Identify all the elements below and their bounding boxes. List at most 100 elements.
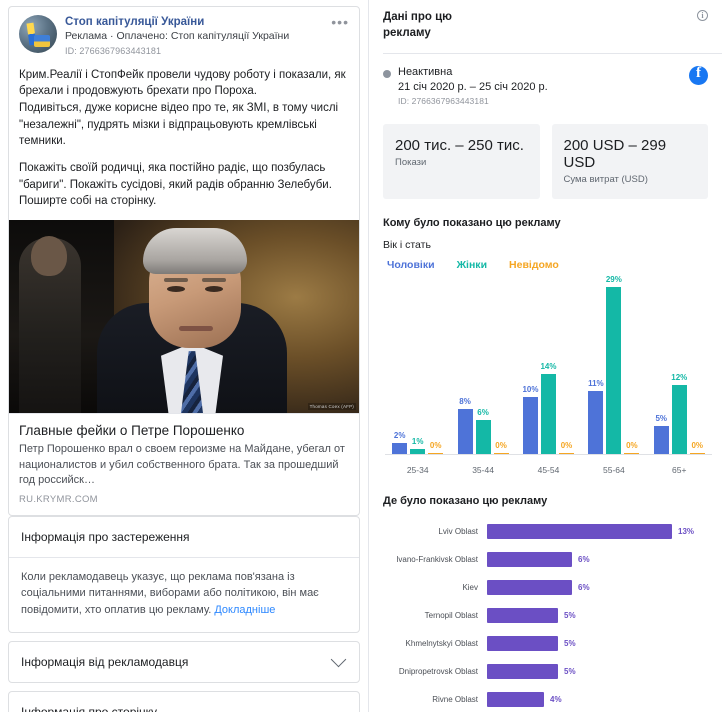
photo-eye-left xyxy=(167,286,185,293)
location-label: Khmelnytskyi Oblast xyxy=(405,638,478,648)
bar[interactable]: 29% xyxy=(606,275,622,456)
location-row: Lviv Oblast 13% xyxy=(383,517,708,545)
x-axis-label: 55-64 xyxy=(602,465,625,476)
age-gender-chart: 2% 1% 0% 8% 6% 0% 10% 14% 0% 11% 29% 0% 5% 12% 0% 25-3… xyxy=(385,275,712,477)
status-badge: Неактивна xyxy=(398,66,453,79)
bar-value-label: 0% xyxy=(560,441,573,451)
audience-heading: Кому було показано цю рекламу xyxy=(383,217,561,230)
bar-value-label: 1% xyxy=(411,437,424,447)
chevron-down-icon[interactable] xyxy=(330,652,347,668)
photo-credit: Thomas Coex (AFP) xyxy=(307,403,356,411)
spend-value: 200 USD – 299 USD xyxy=(563,137,667,172)
location-bar[interactable] xyxy=(487,635,558,651)
bar[interactable]: 12% xyxy=(671,373,687,456)
advertiser-info-title: Інформація від рекламодавця xyxy=(21,655,189,670)
photo-background-person-head xyxy=(31,236,67,277)
x-axis-label: 25-34 xyxy=(406,465,429,476)
photo-eye-right xyxy=(205,286,223,293)
bar-value-label: 10% xyxy=(522,385,539,395)
ad-paragraph-1: Крим.Реалії і СтопФейк провели чудову ро… xyxy=(19,68,346,148)
bar-value-label: 29% xyxy=(605,275,622,285)
bar[interactable]: 10% xyxy=(522,385,538,456)
location-bar[interactable] xyxy=(487,663,558,679)
bar-value-label: 8% xyxy=(459,397,471,407)
bar[interactable]: 8% xyxy=(457,397,473,456)
bar-value-label: 11% xyxy=(588,379,604,389)
page-avatar xyxy=(19,15,57,53)
bar-value-label: 2% xyxy=(393,431,406,441)
location-heading: Де було показано цю рекламу xyxy=(383,495,548,508)
bar[interactable]: 5% xyxy=(653,414,669,456)
ad-photo[interactable]: Thomas Coex (AFP) xyxy=(9,220,359,414)
bar[interactable]: 14% xyxy=(540,362,556,456)
bar[interactable]: 1% xyxy=(410,437,426,456)
location-label: Ivano-Frankivsk Oblast xyxy=(396,554,478,564)
age-gender-label: Вік і стать xyxy=(383,239,431,252)
location-bar[interactable] xyxy=(487,551,572,567)
legend-item-0[interactable]: Чоловіки xyxy=(387,259,435,272)
location-value: 13% xyxy=(678,526,695,536)
disclaimer-body: Коли рекламодавець указує, що реклама по… xyxy=(21,570,319,616)
bar[interactable]: 2% xyxy=(392,431,408,456)
ad-id: ID: 2766367963443181 xyxy=(398,96,489,107)
info-icon[interactable]: i xyxy=(697,10,708,21)
location-bar[interactable] xyxy=(487,607,558,623)
page-name-link[interactable]: Стоп капітуляції України xyxy=(65,16,205,28)
sponsor-line: Реклама · Оплачено: Стоп капітуляції Укр… xyxy=(65,30,290,43)
bar[interactable]: 11% xyxy=(588,379,604,456)
photo-eyebrow-right xyxy=(202,278,226,283)
link-description: Петр Порошенко врал о своем героизме на … xyxy=(19,443,345,487)
location-bar[interactable] xyxy=(487,691,544,707)
bar-group: 11% 29% 0% xyxy=(584,275,644,456)
location-row: Khmelnytskyi Oblast 5% xyxy=(383,629,708,657)
details-title: Дані про цю рекламу xyxy=(383,11,453,39)
bar-value-label: 14% xyxy=(540,362,557,372)
page-info-card: Інформація про сторінку Стоп капітуляції… xyxy=(8,691,360,712)
location-label: Kiev xyxy=(462,582,478,592)
bar-value-label: 0% xyxy=(429,441,442,451)
advertiser-info-card[interactable]: Інформація від рекламодавця xyxy=(8,641,360,684)
location-chart: Lviv Oblast 13% Ivano-Frankivsk Oblast 6% Ki… xyxy=(383,517,708,712)
location-label: Rivne Oblast xyxy=(432,694,478,704)
ellipsis-icon[interactable]: ••• xyxy=(331,14,349,30)
legend-item-2[interactable]: Невідомо xyxy=(509,259,559,272)
location-value: 5% xyxy=(564,638,576,648)
location-value: 6% xyxy=(578,582,590,592)
chart-axis-line xyxy=(385,454,712,456)
spend-label: Сума витрат (USD) xyxy=(563,174,648,186)
spend-stat: 200 USD – 299 USD Сума витрат (USD) xyxy=(551,124,708,200)
impressions-stat: 200 тис. – 250 тис. Покази xyxy=(383,124,540,200)
x-axis-label: 65+ xyxy=(672,465,687,476)
divider xyxy=(383,53,722,55)
ad-link-preview[interactable]: Главные фейки о Петре Порошенко Петр Пор… xyxy=(9,413,359,515)
ad-paragraph-2: Покажіть своїй родичці, яка постійно рад… xyxy=(19,162,332,208)
location-bar[interactable] xyxy=(487,523,672,539)
page-info-title: Інформація про сторінку xyxy=(9,692,359,712)
location-value: 4% xyxy=(550,694,562,704)
location-label: Lviv Oblast xyxy=(438,526,478,536)
location-row: Rivne Oblast 4% xyxy=(383,685,708,712)
photo-mouth xyxy=(179,326,213,332)
location-value: 5% xyxy=(564,666,576,676)
photo-hair xyxy=(143,228,247,275)
ad-creative-card: Стоп капітуляції України Реклама · Оплач… xyxy=(8,6,360,516)
metrics-row: 200 тис. – 250 тис. Покази 200 USD – 299… xyxy=(369,120,722,200)
ad-status-row: Неактивна 21 січ 2020 р. – 25 січ 2020 р… xyxy=(369,54,722,120)
bar-value-label: 6% xyxy=(477,408,489,418)
link-title: Главные фейки о Петре Порошенко xyxy=(19,423,245,439)
disclaimer-card: Інформація про застереження Коли рекламо… xyxy=(8,515,360,634)
bar-value-label: 12% xyxy=(671,373,688,383)
disclaimer-more-link[interactable]: Докладніше xyxy=(214,603,276,616)
impressions-value: 200 тис. – 250 тис. xyxy=(395,137,524,155)
legend-item-1[interactable]: Жінки xyxy=(456,259,488,272)
location-bar[interactable] xyxy=(487,579,572,595)
bar[interactable]: 6% xyxy=(475,408,491,456)
ad-header: Стоп капітуляції України Реклама · Оплач… xyxy=(9,7,359,63)
disclaimer-text: Коли рекламодавець указує, що реклама по… xyxy=(9,558,359,633)
bar-value-label: 0% xyxy=(626,441,638,451)
bar-group: 5% 12% 0% xyxy=(649,373,709,456)
location-value: 5% xyxy=(564,610,576,620)
bar-value-label: 0% xyxy=(495,441,507,451)
bar-group: 8% 6% 0% xyxy=(453,397,513,456)
